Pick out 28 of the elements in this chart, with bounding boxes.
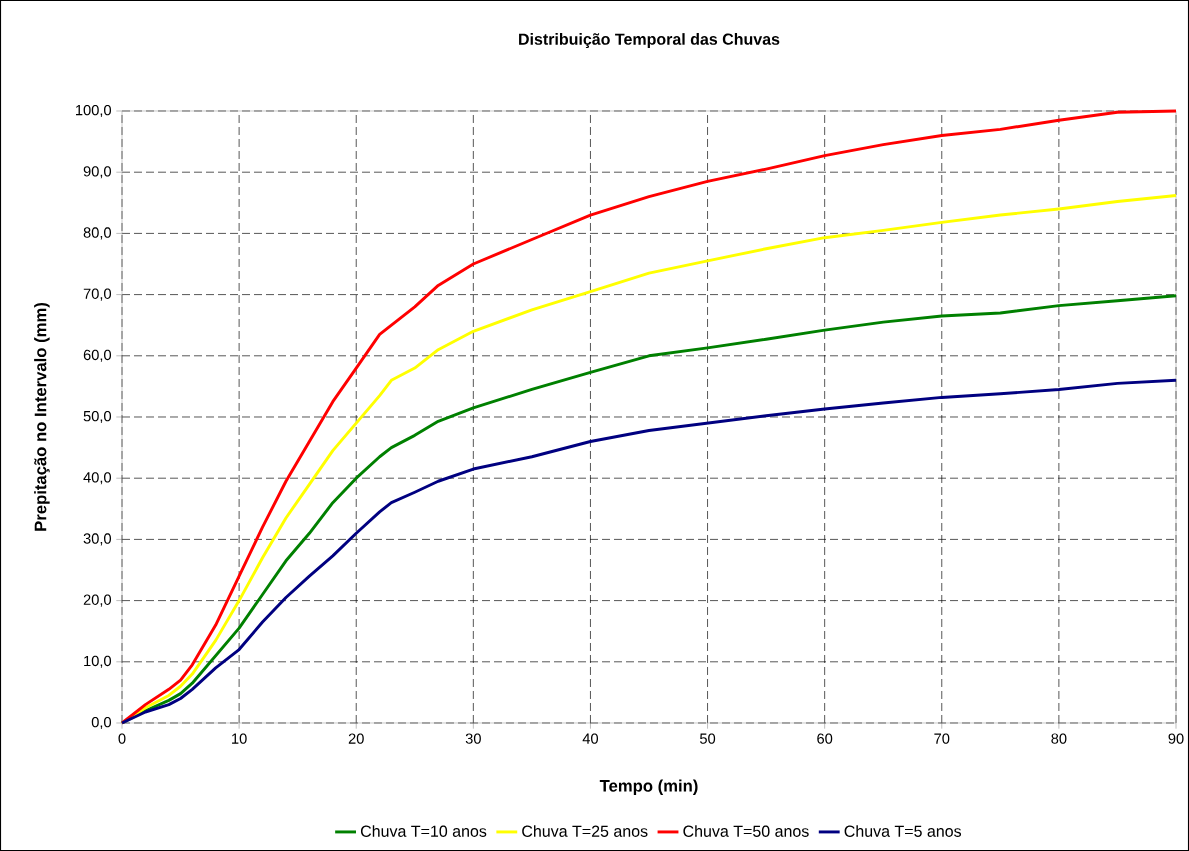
x-tick-label: 80 bbox=[1051, 733, 1067, 744]
y-tick-label: 90,0 bbox=[83, 166, 112, 179]
x-tick-label: 30 bbox=[465, 733, 481, 744]
legend-label: Chuva T=10 anos bbox=[360, 825, 487, 837]
legend-label: Chuva T=50 anos bbox=[683, 825, 809, 837]
x-axis-title: Tempo (min) bbox=[599, 779, 698, 796]
x-tick-label: 70 bbox=[934, 733, 950, 744]
legend-label: Chuva T=5 anos bbox=[844, 825, 962, 837]
y-tick-label: 50,0 bbox=[83, 410, 112, 424]
x-tick-label: 0 bbox=[118, 733, 126, 744]
y-tick-label: 60,0 bbox=[83, 349, 112, 362]
y-tick-label: 10,0 bbox=[84, 655, 112, 668]
x-tick-label: 20 bbox=[348, 733, 364, 744]
y-tick-label: 20,0 bbox=[83, 594, 112, 607]
y-tick-label: 80,0 bbox=[83, 227, 112, 240]
legend-label: Chuva T=25 anos bbox=[522, 825, 648, 837]
x-tick-label: 50 bbox=[699, 733, 716, 744]
x-tick-label: 10 bbox=[232, 733, 247, 744]
x-tick-label: 60 bbox=[817, 733, 833, 744]
y-tick-label: 0,0 bbox=[91, 716, 112, 730]
y-tick-label: 100,0 bbox=[76, 104, 112, 118]
y-tick-label: 40,0 bbox=[83, 472, 112, 485]
y-axis-title: Prepitação no Intervalo (mm) bbox=[34, 303, 50, 531]
y-tick-label: 70,0 bbox=[83, 288, 112, 301]
x-tick-label: 40 bbox=[582, 733, 599, 744]
chart-title: Distribuição Temporal das Chuvas bbox=[519, 33, 780, 49]
y-tick-label: 30,0 bbox=[83, 533, 112, 546]
x-tick-label: 90 bbox=[1168, 733, 1184, 744]
